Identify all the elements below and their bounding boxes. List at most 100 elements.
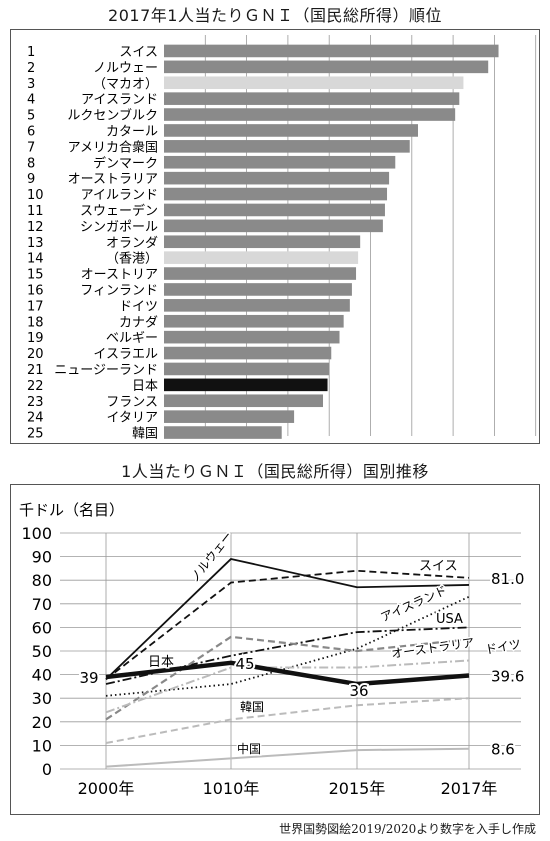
rank-label: 11 xyxy=(27,204,44,219)
series-line xyxy=(105,747,470,768)
country-label: アメリカ合衆国 xyxy=(68,139,158,155)
bar xyxy=(164,92,460,105)
bar xyxy=(164,299,350,312)
rank-label: 3 xyxy=(27,77,35,92)
rank-label: 9 xyxy=(27,172,35,187)
series-line xyxy=(105,660,470,687)
rank-label: 7 xyxy=(27,140,35,155)
y-tick-label: 60 xyxy=(32,618,52,637)
country-label: オランダ xyxy=(106,236,158,251)
bar xyxy=(164,140,410,153)
value-annotation: 8.6 xyxy=(491,741,515,759)
rank-label: 2 xyxy=(27,61,35,76)
bar xyxy=(164,314,344,328)
y-tick-label: 0 xyxy=(42,760,52,779)
bar xyxy=(164,155,396,169)
value-annotation: 39.6 xyxy=(491,668,524,686)
country-label: アイルランド xyxy=(81,188,158,203)
y-tick-label: 30 xyxy=(32,689,52,708)
rank-label: 1 xyxy=(27,45,35,60)
country-label: ニュージーランド xyxy=(54,363,158,378)
source-note: 世界国勢図絵2019/2020より数字を入手し作成 xyxy=(279,822,536,836)
x-tick-label: 2015年 xyxy=(329,779,386,798)
y-tick-label: 50 xyxy=(32,642,52,661)
series-label: USA xyxy=(436,612,463,627)
country-label: アイスランド xyxy=(81,93,158,108)
bar xyxy=(164,76,464,90)
x-tick-label: 1010年 xyxy=(203,779,260,798)
rank-label: 5 xyxy=(27,109,35,124)
bar xyxy=(164,235,361,249)
bar xyxy=(164,203,385,217)
y-tick-label: 90 xyxy=(32,548,52,567)
rank-label: 14 xyxy=(27,252,44,267)
rank-label: 6 xyxy=(27,124,35,139)
bar xyxy=(164,330,340,344)
rank-label: 12 xyxy=(27,220,44,235)
bar xyxy=(164,362,330,376)
series-line xyxy=(105,697,470,745)
y-tick-label: 10 xyxy=(32,736,52,755)
country-label: 韓国 xyxy=(132,427,158,442)
trend-chart-panel: 千ドル（名目） 0 10 20 30 40 50 60 70 80 90 100 2000年 1010年 2… xyxy=(10,484,540,815)
trend-chart-title: 1人当たりＧＮＩ（国民総所得）国別推移 xyxy=(121,462,429,481)
y-tick-label: 80 xyxy=(32,571,52,590)
country-label: （マカオ） xyxy=(93,77,158,92)
rank-label: 16 xyxy=(27,283,44,298)
value-annotation: 81.0 xyxy=(491,570,524,588)
bar xyxy=(164,251,359,264)
ranking-chart-panel: 1 スイス 2 ノルウェー 3 （マカオ） 4 アイスランド 5 ルクセンブルク 6 カタール 7 アメリ… xyxy=(10,29,540,444)
country-label: シンガポール xyxy=(80,220,158,235)
rank-label: 25 xyxy=(27,427,44,442)
rank-label: 22 xyxy=(27,379,44,394)
country-label: スイス xyxy=(119,45,158,60)
country-label: ルクセンブルク xyxy=(67,108,158,124)
series-line xyxy=(105,659,470,714)
rank-label: 20 xyxy=(27,347,44,362)
rank-label: 17 xyxy=(27,299,44,314)
rank-label: 19 xyxy=(27,331,44,346)
bar xyxy=(164,426,282,439)
rank-label: 8 xyxy=(27,156,35,171)
bar xyxy=(164,60,489,74)
country-label: ノルウェー xyxy=(93,61,158,76)
bar xyxy=(164,378,328,392)
y-tick-label: 100 xyxy=(21,524,52,543)
country-label: ドイツ xyxy=(119,299,158,314)
value-annotation: 45 xyxy=(235,655,254,673)
x-tick-label: 2000年 xyxy=(78,779,135,798)
y-tick-label: 20 xyxy=(32,713,52,732)
series-label: 韓国 xyxy=(240,700,264,714)
bar xyxy=(164,108,456,121)
country-label: スウェーデン xyxy=(80,203,158,219)
bar xyxy=(164,346,332,360)
bar xyxy=(164,394,324,408)
country-label: オーストリア xyxy=(81,268,158,283)
series-label: ドイツ xyxy=(484,637,522,657)
rank-label: 4 xyxy=(27,93,35,108)
country-label: フランス xyxy=(106,395,158,410)
trend-line-chart: 千ドル（名目） 0 10 20 30 40 50 60 70 80 90 100 2000年 1010年 2… xyxy=(19,501,526,798)
country-label: カナダ xyxy=(119,315,158,330)
country-label: デンマーク xyxy=(93,155,158,171)
bar xyxy=(164,283,352,296)
country-label: オーストラリア xyxy=(68,172,158,187)
bar xyxy=(164,410,295,423)
bar xyxy=(164,219,383,233)
series-label: オーストラリア xyxy=(390,635,475,660)
bar xyxy=(164,171,390,185)
series-line xyxy=(105,569,470,681)
series-label: スイス xyxy=(419,559,458,574)
value-annotation: 39 xyxy=(79,669,98,687)
rank-label: 10 xyxy=(27,188,44,203)
series-label: 中国 xyxy=(237,741,261,756)
bar xyxy=(164,124,418,137)
rank-label: 13 xyxy=(27,236,44,251)
rank-label: 18 xyxy=(27,315,44,330)
rank-label: 15 xyxy=(27,268,44,283)
country-label: ベルギー xyxy=(106,331,158,346)
rank-label: 23 xyxy=(27,395,44,410)
bar xyxy=(164,187,388,201)
ranking-chart-title: 2017年1人当たりＧＮＩ（国民総所得）順位 xyxy=(108,6,442,25)
country-label: カタール xyxy=(106,124,158,139)
